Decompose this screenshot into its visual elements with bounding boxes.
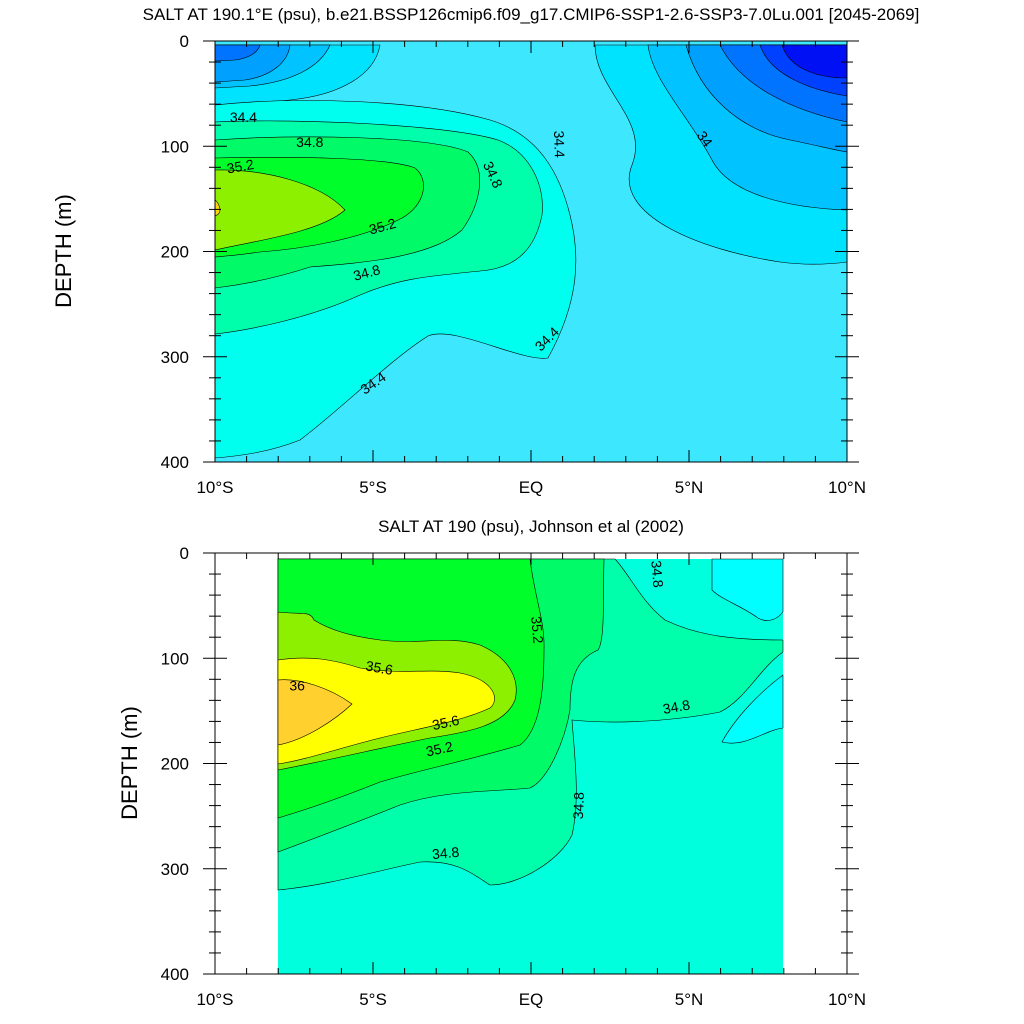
y-tick-label: 200 [161,243,189,262]
contour-label: 35.6 [431,712,461,733]
y-tick-label: 100 [161,649,189,668]
bottom-panel: SALT AT 190 (psu), Johnson et al (2002) … [117,517,866,1009]
y-tick-label: 400 [161,965,189,984]
contour-label: 36 [289,678,305,694]
bottom-band-north-fresh-2 [721,674,784,744]
top-contour-fill [215,41,847,462]
x-tick-label: 5°N [675,478,704,497]
contour-label-text: 34.8 [296,134,323,150]
y-tick-label: 400 [161,453,189,472]
y-tick-label: 300 [161,348,189,367]
x-tick-label: EQ [519,990,544,1009]
bottom-tick-labels: 10°S 5°S EQ 5°N 10°N 0 100 200 300 400 [161,544,866,1009]
x-tick-label: 10°N [828,478,866,497]
x-tick-label: 5°N [675,990,704,1009]
y-tick-label: 300 [161,860,189,879]
contour-label-text: 36 [289,678,305,694]
top-tick-labels: 10°S 5°S EQ 5°N 10°N 0 100 200 300 400 [161,32,866,497]
top-band-352 [215,169,346,251]
bottom-band-356 [277,657,495,765]
contour-label: 35.6 [365,657,395,678]
x-tick-label: EQ [519,478,544,497]
contour-label: 34.8 [296,134,323,150]
top-band-max [215,199,221,217]
y-tick-label: 200 [161,755,189,774]
contour-label: 34.8 [648,560,666,589]
y-tick-label: 0 [180,32,189,51]
contour-label-text: 34.8 [431,844,460,862]
contour-label-text: 35.2 [528,616,546,645]
top-chart-title: SALT AT 190.1°E (psu), b.e21.BSSP126cmip… [143,5,920,24]
bottom-axis-ticks [203,552,859,975]
bottom-band-north-fresh [711,558,784,621]
contour-label: 34.8 [431,844,460,862]
contour-label-text: 35.6 [365,657,395,678]
contour-label-text: 35.2 [367,215,398,238]
bottom-contour-fill [277,558,784,974]
contour-label: 34.8 [570,791,587,819]
contour-label: 34.8 [662,696,692,717]
top-axis-ticks [203,40,859,463]
contour-label-text: 34.8 [351,261,382,284]
top-y-axis-label: DEPTH (m) [51,194,76,308]
top-panel: SALT AT 190.1°E (psu), b.e21.BSSP126cmip… [51,5,919,497]
contour-label-text: 34.8 [662,696,692,717]
x-tick-label: 5°S [359,478,387,497]
top-band-south-surface-0 [215,44,261,62]
x-tick-label: 10°S [196,478,233,497]
contour-label: 34.4 [551,130,568,158]
contour-label-text: 35.2 [225,156,255,177]
x-tick-label: 10°N [828,990,866,1009]
x-tick-label: 5°S [359,990,387,1009]
bottom-band-358 [277,679,353,746]
contour-label: 35.2 [367,215,398,238]
contour-label-text: 35.6 [431,712,461,733]
y-tick-label: 0 [180,544,189,563]
contour-label: 35.2 [225,156,255,177]
contour-label-text: 34.4 [230,109,257,125]
contour-label: 34.8 [351,261,382,284]
contour-label-text: 34.8 [648,560,666,589]
bottom-y-axis-label: DEPTH (m) [117,706,142,820]
y-tick-label: 100 [161,137,189,156]
bottom-contour-labels: 35.6 36 35.6 35.2 34.8 35.2 34.8 34.8 34.8 [289,560,691,862]
contour-label: 35.2 [424,738,454,759]
contour-label-text: 35.2 [424,738,454,759]
contour-label-text: 34.8 [570,791,587,819]
contour-label: 35.2 [528,616,546,645]
bottom-chart-title: SALT AT 190 (psu), Johnson et al (2002) [378,517,684,536]
x-tick-label: 10°S [196,990,233,1009]
contour-label: 34.4 [230,109,257,125]
contour-label-text: 34.4 [551,130,568,158]
